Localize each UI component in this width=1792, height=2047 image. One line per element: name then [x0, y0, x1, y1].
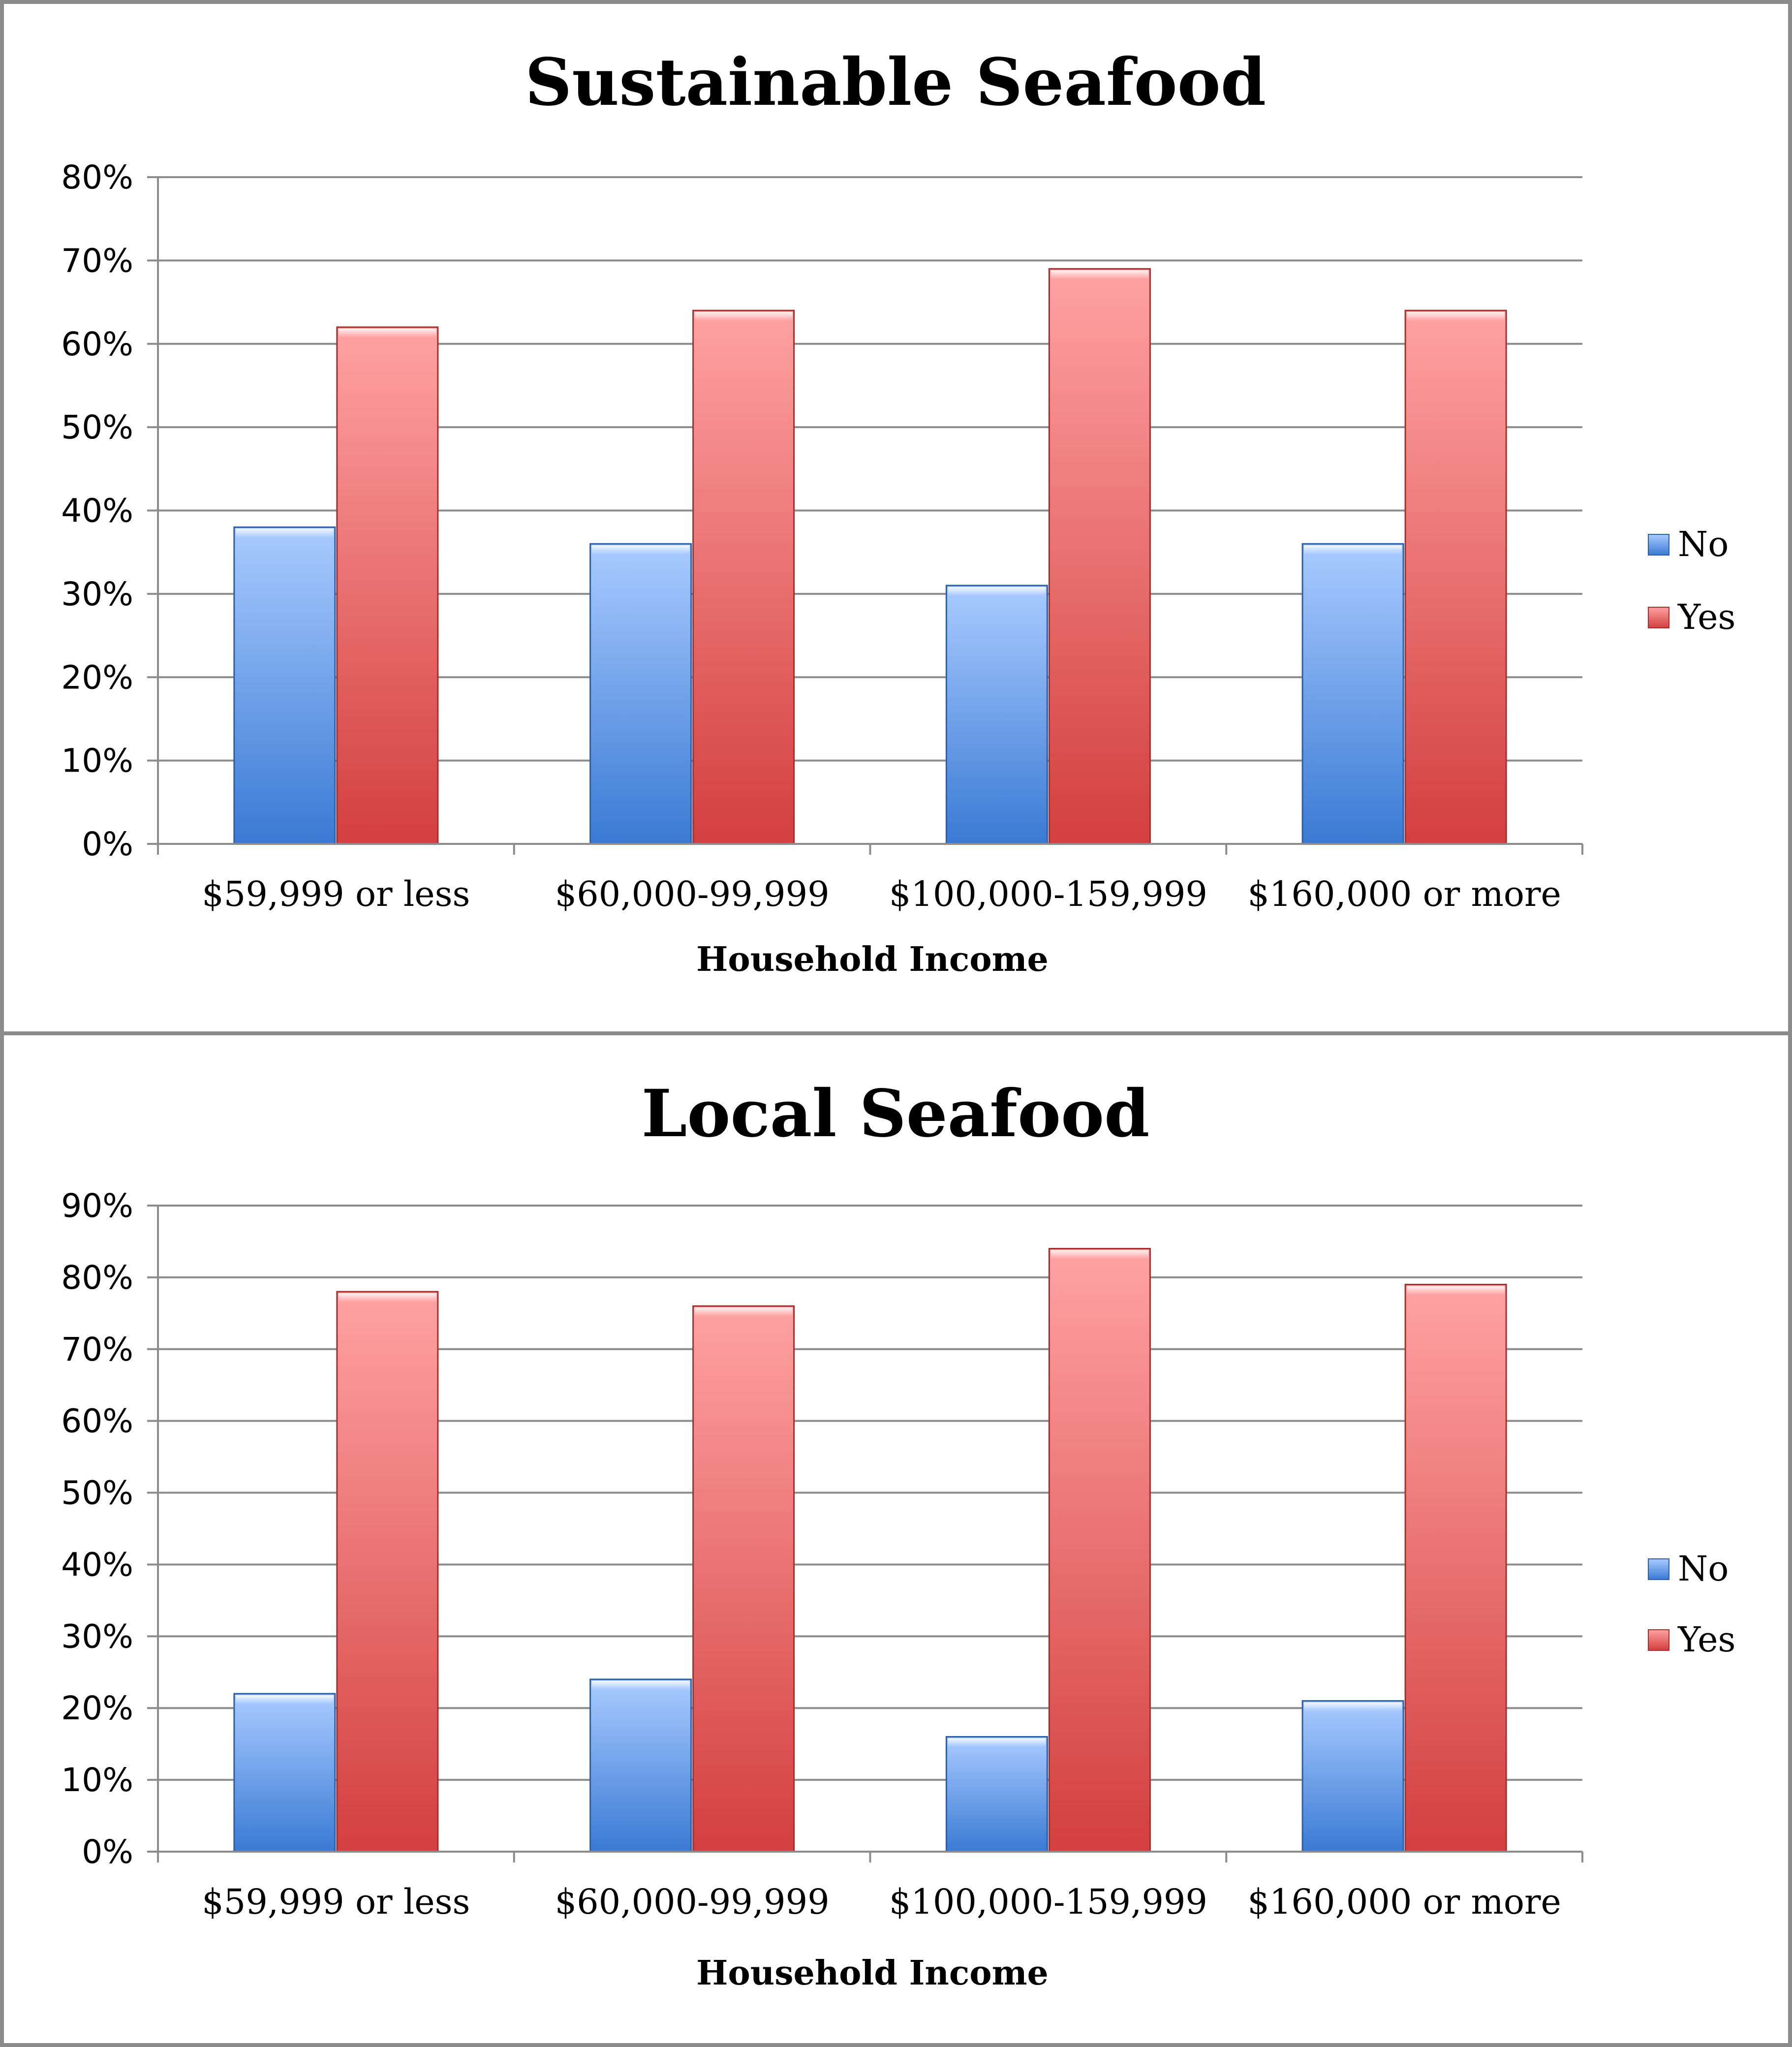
y-tick-label: 70% [61, 1331, 133, 1368]
chart-title: Local Seafood [642, 1076, 1150, 1152]
chart-title: Sustainable Seafood [525, 44, 1266, 121]
x-tick-label: $59,999 or less [202, 1882, 470, 1922]
legend-swatch-no [1648, 534, 1669, 556]
x-tick-label: $160,000 or more [1247, 874, 1561, 914]
bar-no-3-highlight [948, 587, 1046, 596]
y-tick-label: 80% [61, 1259, 133, 1297]
bar-no-4 [1301, 1700, 1404, 1853]
bar-yes-4 [1404, 1283, 1507, 1853]
x-tick-label: $60,000-99,999 [555, 874, 830, 914]
bar-no-2 [589, 1678, 692, 1853]
bar-no-2-highlight [591, 1680, 690, 1690]
y-tick-label: 70% [61, 242, 133, 279]
y-tick-label: 90% [61, 1187, 133, 1225]
bar-yes-3-highlight [1050, 1250, 1149, 1259]
x-axis-title: Household Income [696, 940, 1049, 979]
y-tick-label: 10% [61, 1761, 133, 1799]
x-axis-title: Household Income [696, 1954, 1049, 1993]
bar-yes-1 [336, 326, 439, 845]
bar-no-3 [945, 585, 1048, 845]
bar-yes-3-highlight [1050, 270, 1149, 279]
bar-yes-2-highlight [694, 1307, 793, 1317]
legend: No Yes [1648, 524, 1735, 637]
bar-yes-4-highlight [1407, 1286, 1505, 1295]
legend-swatch-yes [1648, 607, 1669, 628]
bar-yes-4-highlight [1407, 312, 1505, 321]
y-tick-label: 20% [61, 1689, 133, 1727]
bar-yes-2 [692, 310, 795, 845]
y-tick-label: 60% [61, 325, 133, 363]
legend-label-yes: Yes [1677, 1619, 1735, 1660]
y-tick-label: 0% [82, 1833, 133, 1871]
y-tick-label: 60% [61, 1402, 133, 1440]
y-tick-label: 0% [82, 825, 133, 863]
bar-no-4-highlight [1304, 545, 1402, 555]
bar-yes-2 [692, 1305, 795, 1853]
bar-yes-1 [336, 1291, 439, 1853]
y-tick-label: 40% [61, 492, 133, 530]
bar-no-2-highlight [591, 545, 690, 555]
bar-yes-4 [1404, 310, 1507, 845]
local-seafood-chart: Local Seafood 0% 10% 20% 30% 40% 50% 60% 70% 80%… [61, 1076, 1735, 1993]
y-tick-label: 30% [61, 1617, 133, 1655]
legend-swatch-no [1648, 1558, 1669, 1580]
y-tick-label: 30% [61, 575, 133, 613]
bar-yes-1-highlight [338, 1293, 436, 1303]
bar-no-1-highlight [235, 528, 334, 538]
bar-no-2 [589, 543, 692, 845]
y-tick-label: 10% [61, 742, 133, 780]
legend-label-yes: Yes [1677, 597, 1735, 637]
bar-no-1 [233, 1693, 336, 1853]
y-tick-label: 50% [61, 1474, 133, 1512]
bar-no-4 [1301, 543, 1404, 845]
bar-yes-3 [1048, 268, 1151, 845]
local-seafood-chart-panel: Local Seafood 0% 10% 20% 30% 40% 50% 60% 70% 80%… [0, 1031, 1792, 2047]
bar-yes-1-highlight [338, 328, 436, 338]
sustainable-seafood-chart: Sustainable Seafood 0% 10% 20% 30% 40% 50% 60%… [61, 44, 1735, 979]
x-tick-label: $160,000 or more [1247, 1882, 1561, 1922]
y-tick-label: 80% [61, 158, 133, 196]
bar-yes-3 [1048, 1248, 1151, 1853]
y-tick-label: 20% [61, 658, 133, 696]
bar-no-4-highlight [1304, 1702, 1402, 1711]
bar-no-1 [233, 526, 336, 845]
y-tick-label: 50% [61, 408, 133, 446]
x-tick-label: $100,000-159,999 [889, 874, 1207, 914]
legend-label-no: No [1678, 524, 1729, 564]
x-tick-label: $60,000-99,999 [555, 1882, 830, 1922]
sustainable-seafood-chart-panel: Sustainable Seafood 0% 10% 20% 30% 40% 50% 60%… [0, 0, 1792, 1035]
x-tick-label: $100,000-159,999 [889, 1882, 1207, 1922]
y-tick-label: 40% [61, 1546, 133, 1583]
bar-yes-2-highlight [694, 312, 793, 321]
x-tick-label: $59,999 or less [202, 874, 470, 914]
bar-no-3-highlight [948, 1738, 1046, 1747]
legend-swatch-yes [1648, 1629, 1669, 1651]
legend-label-no: No [1678, 1549, 1729, 1589]
bar-no-1-highlight [235, 1695, 334, 1705]
bar-no-3 [945, 1736, 1048, 1853]
legend: No Yes [1648, 1549, 1735, 1660]
